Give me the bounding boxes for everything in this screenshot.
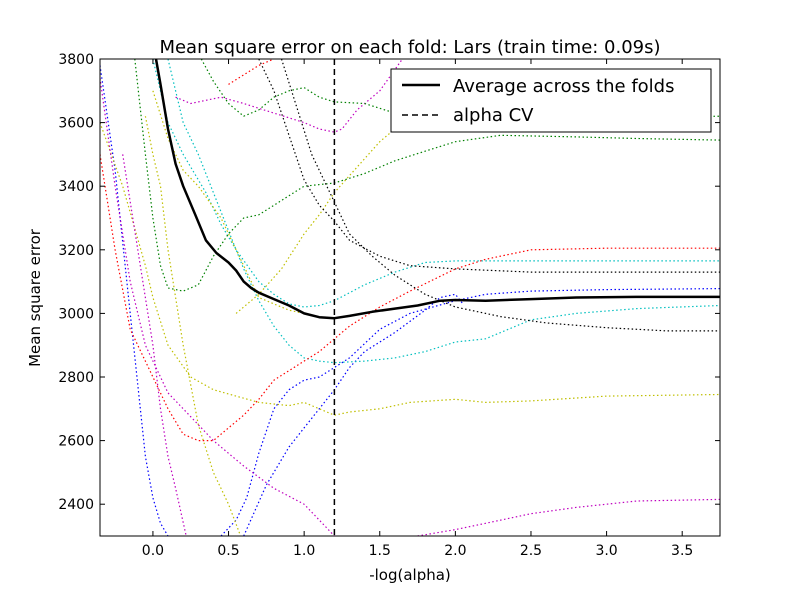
x-tick-label: 0.5 — [217, 543, 239, 559]
y-tick-label: 3000 — [58, 306, 94, 322]
legend: Average across the folds alpha CV — [390, 68, 712, 133]
fold-line-11 — [122, 154, 187, 536]
fold-line-18 — [258, 59, 720, 273]
y-axis-ticks: 2400 2600 2800 3000 3200 3400 3600 3800 — [58, 52, 720, 513]
chart-title: Mean square error on each fold: Lars (tr… — [159, 37, 660, 58]
y-tick-label: 3800 — [58, 52, 94, 68]
fold-line-16 — [100, 154, 720, 442]
fold-line-19 — [280, 59, 720, 332]
x-tick-label: 3.0 — [595, 543, 617, 559]
plot-area-frame — [99, 58, 721, 537]
y-tick-label: 3400 — [58, 179, 94, 195]
x-tick-label: 1.0 — [293, 543, 315, 559]
fold-line-14 — [134, 59, 720, 292]
y-tick-label: 3200 — [58, 243, 94, 259]
x-axis-label: -log(alpha) — [369, 566, 451, 584]
y-tick-label: 2400 — [58, 497, 94, 513]
y-tick-label: 3600 — [58, 116, 94, 132]
x-tick-label: 2.5 — [520, 543, 542, 559]
fold-line-5 — [167, 59, 720, 364]
x-axis-ticks: 0.0 0.5 1.0 1.5 2.0 2.5 3.0 3.5 — [142, 59, 693, 559]
y-tick-label: 2600 — [58, 434, 94, 450]
fold-line-15 — [200, 59, 720, 125]
fold-line-7 — [152, 90, 305, 314]
fold-lines — [100, 59, 720, 536]
x-tick-label: 3.5 — [671, 543, 693, 559]
fold-line-9 — [144, 116, 242, 536]
legend-box — [390, 68, 712, 133]
y-tick-label: 2800 — [58, 370, 94, 386]
x-tick-label: 1.5 — [369, 543, 391, 559]
fold-line-2 — [220, 288, 720, 536]
x-tick-label: 0.0 — [142, 543, 164, 559]
legend-average-label: Average across the folds — [453, 76, 674, 97]
average-line — [154, 59, 720, 320]
x-tick-label: 2.0 — [444, 543, 466, 559]
average-line-group — [154, 59, 720, 320]
legend-alpha-cv-label: alpha CV — [453, 105, 534, 126]
y-axis-label: Mean square error — [26, 228, 44, 367]
fold-line-10 — [100, 78, 335, 536]
fold-line-3 — [243, 293, 464, 536]
fold-line-4 — [152, 59, 720, 308]
